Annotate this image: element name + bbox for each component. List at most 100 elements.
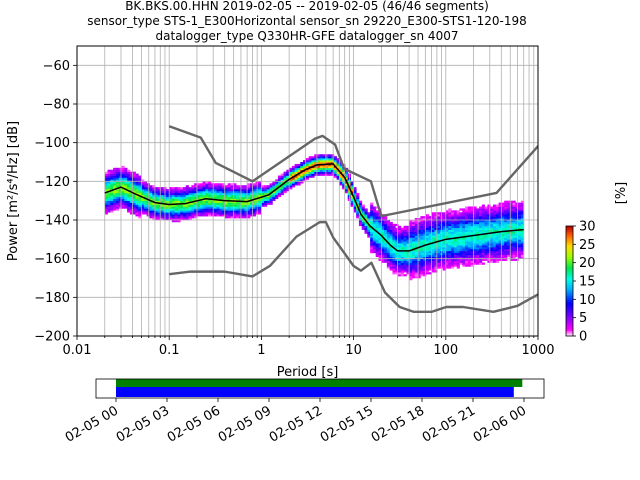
heatmap-cell [420, 258, 424, 261]
heatmap-cell [110, 208, 114, 211]
heatmap-cell [431, 212, 435, 215]
heatmap-cell [459, 262, 463, 265]
colorbar-swatch [566, 233, 573, 236]
heatmap-cell [423, 235, 427, 238]
heatmap-cell [479, 235, 483, 238]
heatmap-cell [224, 214, 229, 217]
heatmap-cell [269, 189, 273, 192]
heatmap-cell [344, 191, 349, 194]
heatmap-cell [479, 223, 483, 227]
heatmap-cell [138, 187, 142, 190]
heatmap-cell [104, 187, 108, 190]
heatmap-cell [392, 268, 396, 271]
heatmap-cell [289, 183, 293, 186]
heatmap-cell [244, 187, 248, 190]
heatmap-cell [202, 191, 206, 194]
heatmap-cell [152, 210, 156, 213]
heatmap-cell [484, 245, 488, 248]
heatmap-cell [462, 237, 466, 240]
heatmap-cell [375, 214, 379, 217]
heatmap-cell [236, 214, 240, 217]
heatmap-cell [325, 171, 329, 174]
y-tick-label: −180 [34, 291, 70, 306]
colorbar-swatch [566, 242, 573, 245]
heatmap-cell [213, 185, 217, 188]
heatmap-cell [467, 223, 472, 227]
heatmap-cell [166, 192, 170, 196]
heatmap-cell [127, 192, 131, 196]
heatmap-cell [504, 254, 508, 258]
heatmap-cell [414, 245, 418, 248]
heatmap-cell [202, 202, 206, 205]
heatmap-cell [227, 204, 231, 207]
heatmap-cell [403, 274, 407, 277]
heatmap-cell [129, 202, 134, 205]
heatmap-cell [492, 249, 497, 252]
heatmap-cell [487, 237, 491, 240]
heatmap-cell [291, 181, 296, 184]
heatmap-cell [425, 249, 430, 252]
heatmap-cell [141, 179, 145, 182]
heatmap-cell [344, 187, 349, 190]
colorbar-swatch [566, 315, 573, 319]
heatmap-cell [138, 206, 142, 209]
heatmap-cell [417, 264, 421, 267]
heatmap-cell [484, 235, 488, 238]
heatmap-cell [442, 212, 446, 215]
heatmap-cell [372, 218, 377, 221]
heatmap-cell [356, 202, 360, 205]
heatmap-cell [420, 231, 424, 234]
heatmap-cell [417, 225, 421, 229]
heatmap-cell [182, 212, 187, 215]
heatmap-cell [515, 225, 519, 229]
heatmap-cell [495, 227, 499, 230]
heatmap-cell [227, 185, 231, 188]
heatmap-cell [230, 187, 234, 190]
heatmap-cell [423, 216, 427, 219]
heatmap-cell [484, 220, 488, 223]
heatmap-cell [269, 187, 273, 190]
heatmap-cell [146, 192, 150, 196]
heatmap-cell [135, 175, 139, 178]
heatmap-cell [509, 200, 513, 203]
colorbar-swatch [566, 257, 573, 260]
heatmap-cell [317, 158, 321, 161]
availability-tick-label: 02-05 15 [318, 403, 376, 445]
heatmap-cell [411, 223, 416, 227]
heatmap-cell [459, 227, 463, 230]
heatmap-cell [431, 247, 435, 250]
heatmap-cell [291, 171, 296, 174]
heatmap-cell [386, 264, 391, 267]
heatmap-cell [194, 191, 198, 194]
heatmap-cell [470, 262, 474, 265]
heatmap-cell [467, 256, 472, 259]
heatmap-cell [445, 243, 449, 246]
heatmap-cell [431, 214, 435, 217]
heatmap-cell [280, 177, 284, 180]
heatmap-cell [188, 210, 192, 213]
heatmap-cell [481, 229, 486, 232]
heatmap-cell [417, 235, 421, 238]
heatmap-cell [219, 185, 223, 188]
heatmap-cell [465, 220, 469, 223]
heatmap-cell [113, 185, 117, 188]
heatmap-cell [506, 241, 511, 244]
heatmap-cell [336, 173, 340, 176]
heatmap-cell [467, 225, 472, 229]
heatmap-cell [263, 187, 268, 190]
heatmap-cell [411, 239, 416, 242]
heatmap-cell [266, 200, 270, 203]
heatmap-cell [372, 231, 377, 234]
heatmap-cell [409, 264, 413, 267]
heatmap-cell [498, 245, 502, 248]
colorbar-swatch [566, 312, 573, 315]
heatmap-cell [425, 254, 430, 258]
heatmap-cell [437, 262, 441, 265]
heatmap-cell [113, 202, 117, 205]
heatmap-cell [389, 227, 393, 230]
heatmap-cell [127, 181, 131, 184]
heatmap-cell [453, 258, 458, 261]
heatmap-cell [476, 245, 480, 248]
heatmap-cell [453, 231, 458, 234]
heatmap-cell [266, 185, 270, 188]
